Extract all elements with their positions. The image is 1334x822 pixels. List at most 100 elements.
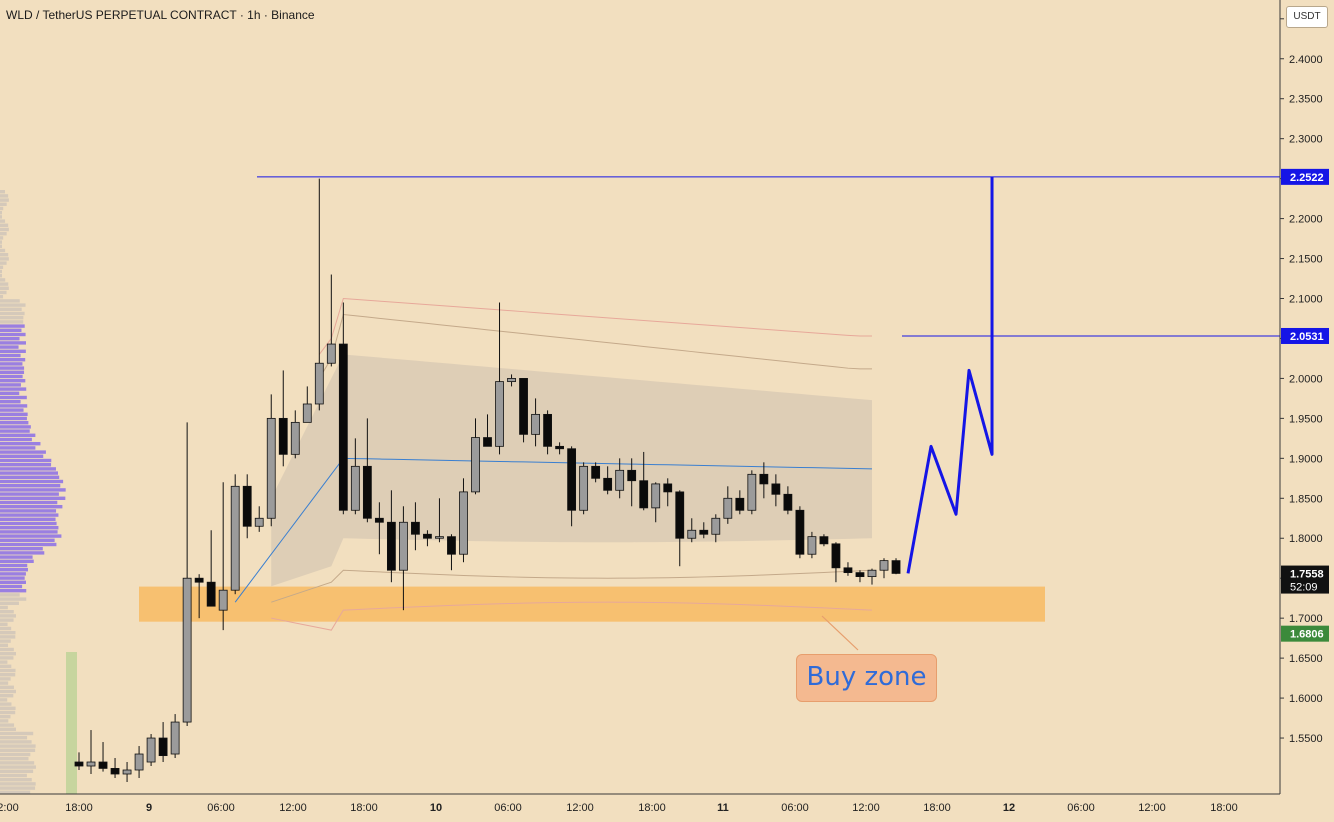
- volume-profile-bar: [0, 668, 16, 673]
- volume-profile-bar: [0, 589, 27, 593]
- candle-body: [687, 529, 697, 539]
- volume-profile-bar: [0, 341, 26, 345]
- volume-profile-bar: [0, 559, 34, 563]
- price-axis-bg: [1280, 0, 1334, 822]
- volume-profile-bar: [0, 689, 16, 694]
- lower-band-1: [271, 569, 873, 603]
- candle-body: [507, 378, 516, 383]
- volume-profile-bar: [0, 778, 32, 782]
- volume-profile-bar: [0, 660, 8, 664]
- volume-profile-bar: [0, 362, 23, 366]
- candle-body: [435, 536, 444, 539]
- volume-profile-bar: [0, 496, 66, 500]
- volume-profile-bar: [0, 232, 7, 236]
- green-level-label: 1.6806: [1290, 629, 1324, 641]
- candle-body: [735, 497, 745, 511]
- y-tick-label: 2.1500: [1289, 254, 1323, 266]
- volume-profile-bar: [0, 723, 15, 727]
- volume-profile-bar: [0, 526, 59, 530]
- volume-profile-bar: [0, 437, 32, 442]
- x-tick-label: 18:00: [350, 802, 378, 814]
- volume-profile-bar: [0, 416, 27, 421]
- volume-profile-bar: [0, 673, 16, 677]
- volume-profile-bar: [0, 219, 6, 223]
- candle-body: [675, 491, 685, 539]
- volume-profile-bar: [0, 299, 20, 303]
- volume-profile-bar: [0, 429, 30, 433]
- y-tick-label: 1.5500: [1289, 733, 1323, 745]
- candle-body: [110, 768, 120, 775]
- volume-profile-bar: [0, 311, 25, 316]
- x-tick-label: 12:00: [852, 802, 880, 814]
- candle-body: [843, 567, 853, 574]
- volume-profile-bar: [0, 215, 2, 219]
- volume-profile-bar: [0, 563, 28, 568]
- volume-profile-bar: [0, 597, 27, 601]
- volume-profile-bar: [0, 471, 58, 475]
- volume-profile-bar: [0, 736, 28, 740]
- volume-profile-bar: [0, 421, 29, 425]
- volume-profile-bar: [0, 694, 14, 698]
- volume-profile-bar: [0, 702, 12, 706]
- volume-profile-bar: [0, 626, 12, 631]
- candle-body: [639, 480, 649, 509]
- volume-profile-bar: [0, 517, 56, 521]
- resistance-mid-label: 2.0531: [1290, 331, 1324, 343]
- volume-profile-bar: [0, 551, 45, 555]
- volume-profile-bar: [0, 198, 9, 202]
- volume-profile-bar: [0, 698, 8, 702]
- volume-profile-bar: [0, 761, 35, 765]
- volume-profile-bar: [0, 610, 14, 614]
- volume-profile-bar: [0, 715, 11, 719]
- candle-body: [362, 465, 372, 519]
- volume-profile-bar: [0, 639, 11, 643]
- volume-profile-bar: [0, 269, 2, 274]
- currency-unit-button[interactable]: USDT: [1286, 6, 1328, 28]
- volume-profile-bar: [0, 442, 41, 446]
- x-tick-label: 18:00: [1210, 802, 1238, 814]
- volume-profile-bar: [0, 647, 14, 652]
- x-tick-label: 18:00: [65, 802, 93, 814]
- x-tick-label: 06:00: [781, 802, 809, 814]
- candle-body: [411, 521, 420, 535]
- volume-profile-bar: [0, 190, 5, 194]
- y-tick-label: 1.6000: [1289, 693, 1323, 705]
- volume-profile-bar: [0, 454, 44, 458]
- volume-profile-bar: [0, 643, 9, 647]
- candle-body: [783, 493, 793, 511]
- last-price-label: 1.7558: [1290, 569, 1324, 581]
- candle-body: [531, 413, 540, 435]
- lower-band-2: [271, 601, 873, 631]
- green-level-label-bg: [1281, 625, 1329, 642]
- volume-profile-bar: [0, 475, 60, 479]
- volume-profile-bar: [0, 618, 14, 622]
- candle-body: [519, 378, 528, 435]
- volume-profile-bar: [0, 404, 28, 408]
- candle-body: [891, 560, 901, 574]
- candle-body: [723, 497, 733, 519]
- volume-profile-bar: [0, 463, 52, 467]
- volume-profile-bar: [0, 706, 16, 710]
- volume-profile-bar: [0, 622, 8, 626]
- candle-body: [807, 536, 817, 555]
- candle-body: [543, 413, 552, 447]
- x-tick-label: 18:00: [923, 802, 951, 814]
- candle-body: [399, 521, 408, 571]
- candle-body: [699, 529, 709, 535]
- candle-body: [603, 477, 613, 491]
- resistance-high-label: 2.2522: [1290, 172, 1324, 184]
- volume-profile-bar: [0, 681, 9, 685]
- y-tick-label: 2.2000: [1289, 214, 1323, 226]
- volume-profile-bar: [0, 450, 46, 454]
- countdown-label: 52:09: [1290, 582, 1318, 594]
- volume-profile-bar: [0, 316, 24, 320]
- candle-body: [182, 577, 192, 723]
- volume-profile-bar: [0, 513, 59, 517]
- volume-profile-bar: [0, 290, 7, 295]
- volume-profile-bar: [0, 324, 25, 328]
- volume-profile-bar: [0, 307, 22, 311]
- volume-profile-bar: [0, 370, 25, 374]
- candle-body: [591, 465, 601, 479]
- x-tick-label: 10: [430, 802, 442, 814]
